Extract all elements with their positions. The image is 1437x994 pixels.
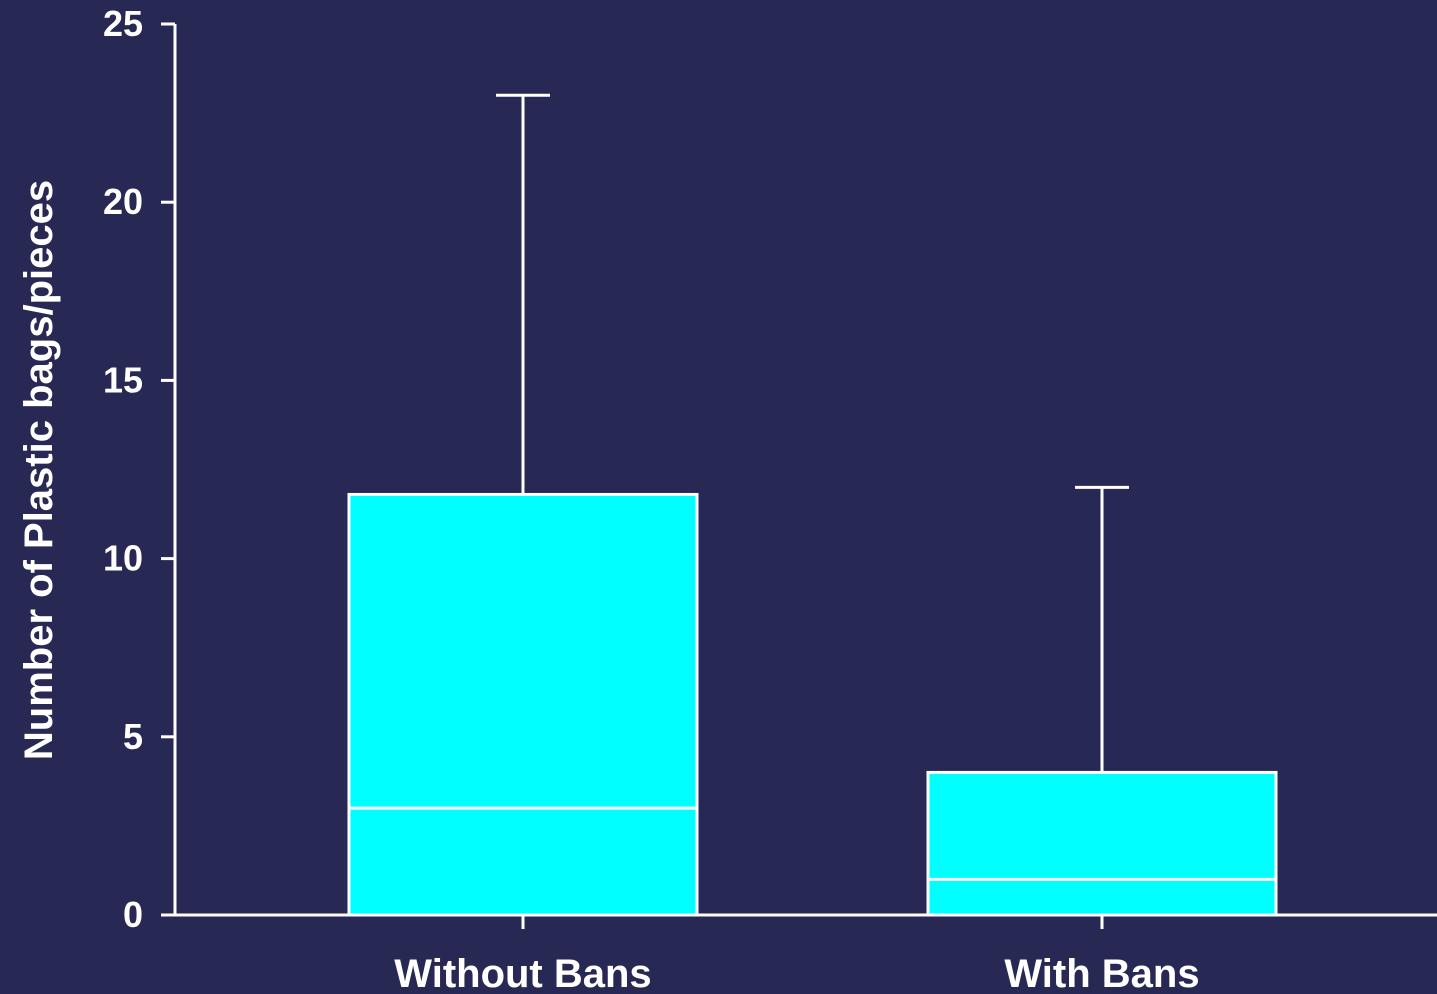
y-tick-label: 10 [103,538,143,579]
box-series [347,93,1278,917]
box-without-bans [347,93,699,917]
y-tick-label: 0 [123,894,143,935]
y-tick-label: 25 [103,3,143,44]
box-body [926,770,1278,917]
y-tick-label: 15 [103,359,143,400]
y-axis: 0 5 10 15 20 25 [103,3,177,935]
box-body [347,492,699,917]
y-tick-label: 5 [123,716,143,757]
y-axis-title: Number of Plastic bags/pieces [17,180,61,760]
x-tick-label: Without Bans [394,952,651,994]
box-with-bans [926,485,1278,917]
x-tick-label: With Bans [1004,952,1199,994]
y-tick-label: 20 [103,181,143,222]
